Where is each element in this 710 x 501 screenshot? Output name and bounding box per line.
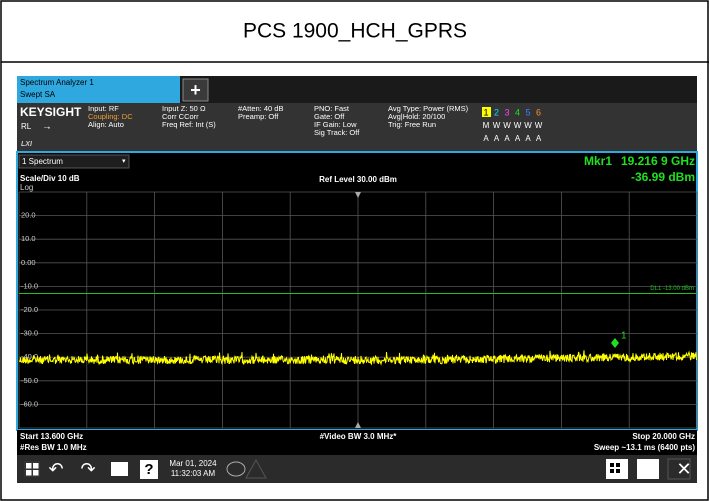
res-bw: #Res BW 1.0 MHz [20,443,87,452]
video-bw: #Video BW 3.0 MHz* [320,432,398,441]
marker [611,338,619,348]
trace-type: M [483,121,490,130]
info-bar [17,103,697,152]
display [16,151,698,431]
marker-name: Mkr1 [584,154,612,168]
scale: Scale/Div 10 dB [20,174,80,183]
trace-highlight [482,107,491,117]
add-tab[interactable] [182,78,209,102]
undo-button[interactable]: ↶ [48,459,63,479]
info-text: Input Z: 50 Ω [162,104,206,113]
trace-number: 3 [504,107,509,117]
ref-marker [355,192,361,198]
ref-level: Ref Level 30.00 dBm [319,175,397,184]
windows-button[interactable] [24,461,40,477]
info-text: #Atten: 40 dB [238,104,283,113]
icon [33,463,39,469]
redo-button[interactable]: ↷ [80,459,95,479]
y-label: -50.0 [21,376,38,385]
trace-detector: A [504,134,510,143]
rl-arrow: → [42,122,52,133]
trace-number: 1 [483,107,488,117]
window-name: 1 Spectrum [22,157,63,166]
stop: Stop 20.000 GHz [632,432,695,441]
window-select[interactable] [18,154,130,169]
date: Mar 01, 2024 [169,459,217,468]
icon [610,463,614,467]
trace-detector: A [494,134,500,143]
info-text: Avg|Hold: 20/100 [388,112,445,121]
y-label: -20.0 [21,305,38,314]
trace-number: 5 [525,107,530,117]
display-line-label: DL1 -13.00 dBm [650,286,694,292]
y-label: 10.0 [21,234,36,243]
trace-detector: A [515,134,521,143]
y-label: 0.00 [21,258,36,267]
help-label: ? [144,461,153,478]
info-text: PNO: Fast [314,104,350,113]
trace-detector: A [483,134,489,143]
info-text: Freq Ref: Int (S) [162,120,216,129]
y-label: -40.0 [21,352,38,361]
log: Log [20,183,33,192]
trace-type: W [503,121,511,130]
info-text: Input: RF [88,104,119,113]
fullscreen-button[interactable]: ✕ [676,459,691,479]
trace-type: W [493,121,501,130]
rl: RL [21,122,32,131]
y-label: -60.0 [21,399,38,408]
trace-type: W [535,121,543,130]
info-text: Avg Type: Power (RMS) [388,104,469,113]
marker-frequency: 19.216 9 GHz [621,154,695,168]
help-button[interactable] [140,460,158,479]
footer [17,430,697,455]
marker-level: -36.99 dBm [631,170,695,184]
chat-button[interactable] [226,461,246,477]
touch-button[interactable] [637,459,659,479]
brand: KEYSIGHT [20,105,82,119]
icon [616,463,620,467]
trace [18,350,697,366]
info-text: Coupling: DC [88,112,133,121]
info-text: Gate: Off [314,112,345,121]
add-tab-label: + [190,80,201,100]
trace-detector: A [525,134,531,143]
trace-number: 4 [515,107,520,117]
trace-number: 2 [494,107,499,117]
trace-type: W [514,121,522,130]
info-text: Align: Auto [88,120,124,129]
tab-subtitle: Swept SA [20,90,56,99]
start: Start 13.600 GHz [20,432,83,441]
time: 11:32:03 AM [171,469,216,478]
sweep: Sweep ~13.1 ms (6400 pts) [594,443,696,452]
taskbar [17,455,697,483]
marker-number: 1 [621,331,627,342]
warning-icon [245,458,267,479]
folder-button[interactable] [111,462,128,476]
icon [33,470,39,476]
icon [26,470,32,476]
dropdown-arrow: ▾ [122,158,126,165]
ref-marker [355,422,361,428]
info-text: IF Gain: Low [314,120,357,129]
icon [26,463,32,469]
lxi: LXI [21,141,33,148]
trace-type: W [524,121,532,130]
icon [616,469,620,473]
info-text: Preamp: Off [238,112,279,121]
info-text: Corr CCorr [162,112,199,121]
tab-title: Spectrum Analyzer 1 [20,78,94,87]
trace-detector: A [536,134,542,143]
y-label: -30.0 [21,329,38,338]
tab[interactable] [17,76,180,103]
info-text: Sig Track: Off [314,128,360,137]
page-title: PCS 1900_HCH_GPRS [243,20,467,43]
y-label: 20.0 [21,211,36,220]
trace-number: 6 [536,107,541,117]
y-label: -10.0 [21,281,38,290]
icon [610,469,614,473]
info-text: Trig: Free Run [388,120,436,129]
layout-button[interactable] [667,458,691,480]
